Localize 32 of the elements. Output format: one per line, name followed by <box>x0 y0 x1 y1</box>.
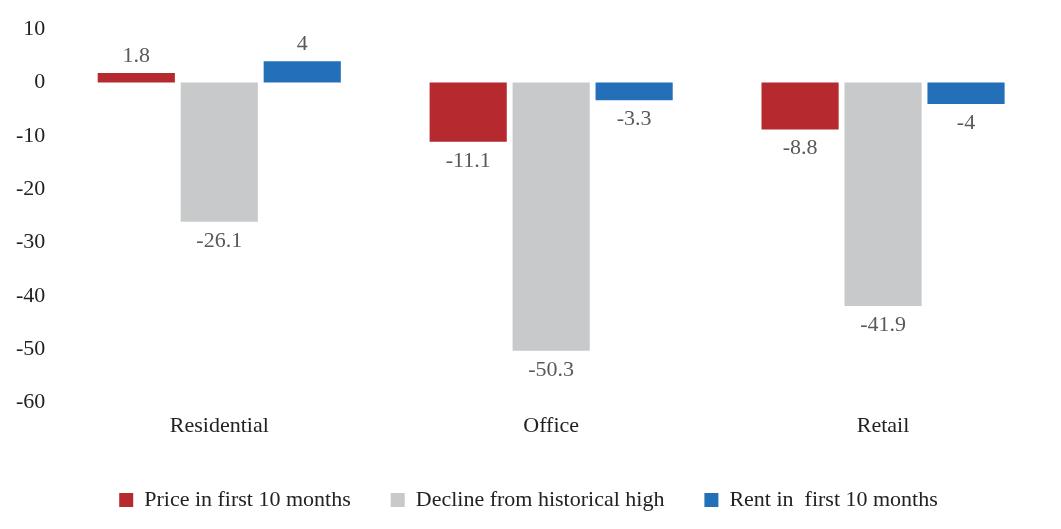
data-label: -41.9 <box>860 310 906 336</box>
bar <box>180 82 258 222</box>
y-tick-label: -50 <box>16 335 46 361</box>
legend-label: Decline from historical high <box>415 485 665 511</box>
bar <box>97 72 175 83</box>
data-label: -8.8 <box>782 134 818 160</box>
data-label: -11.1 <box>445 146 491 172</box>
bar <box>844 82 922 307</box>
data-label: 4 <box>296 29 308 55</box>
bar <box>512 82 590 351</box>
y-tick-label: -10 <box>16 121 46 147</box>
data-label: 1.8 <box>122 41 151 67</box>
legend-label: Price in first 10 months <box>144 485 351 511</box>
bar <box>595 82 673 101</box>
bar <box>429 82 507 142</box>
bar <box>263 61 341 83</box>
y-tick-label: -30 <box>16 228 46 254</box>
data-label: -3.3 <box>616 104 652 130</box>
data-label: -50.3 <box>528 355 575 381</box>
y-tick-label: 0 <box>34 68 46 94</box>
y-tick-label: -60 <box>16 388 46 414</box>
bar <box>927 82 1005 104</box>
x-tick-label: Residential <box>169 411 269 437</box>
y-tick-label: 10 <box>23 14 46 40</box>
data-label: -4 <box>956 108 976 134</box>
x-tick-label: Office <box>523 411 580 437</box>
legend-label: Rent in first 10 months <box>729 485 938 511</box>
x-tick-label: Retail <box>856 411 910 437</box>
data-label: -26.1 <box>196 226 243 252</box>
bar <box>761 82 839 130</box>
y-tick-label: -40 <box>16 281 46 307</box>
y-tick-label: -20 <box>16 175 46 201</box>
